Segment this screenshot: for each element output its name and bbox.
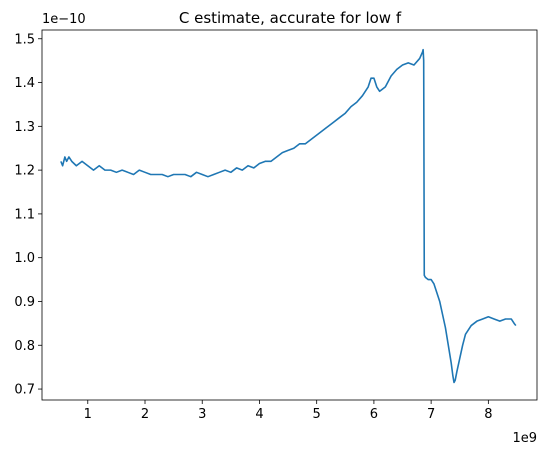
x-tick-label: 4 bbox=[255, 407, 263, 422]
y-tick-label: 0.7 bbox=[14, 383, 35, 398]
y-tick-label: 1.0 bbox=[14, 251, 35, 266]
y-tick-label: 0.8 bbox=[14, 339, 35, 354]
x-tick-label: 6 bbox=[370, 407, 378, 422]
x-tick-label: 2 bbox=[141, 407, 149, 422]
chart-title: C estimate, accurate for low f bbox=[179, 9, 402, 27]
x-axis: 1 2 3 4 5 6 7 8 bbox=[84, 400, 492, 422]
y-tick-label: 1.5 bbox=[14, 32, 35, 47]
series-line bbox=[60, 48, 517, 384]
plot-area bbox=[60, 48, 517, 384]
x-tick-label: 1 bbox=[84, 407, 92, 422]
y-axis-multiplier: 1e−10 bbox=[42, 12, 86, 27]
x-tick-label: 8 bbox=[484, 407, 492, 422]
x-tick-label: 3 bbox=[198, 407, 206, 422]
plot-frame bbox=[41, 29, 538, 401]
x-tick-label: 7 bbox=[427, 407, 435, 422]
y-tick-label: 1.4 bbox=[14, 76, 35, 91]
y-tick-label: 1.1 bbox=[14, 207, 35, 222]
y-tick-label: 1.3 bbox=[14, 120, 35, 135]
x-axis-multiplier: 1e9 bbox=[512, 431, 537, 446]
y-axis: 0.7 0.8 0.9 1.0 1.1 1.2 1.3 1.4 1.5 bbox=[14, 32, 42, 398]
x-tick-label: 5 bbox=[313, 407, 321, 422]
y-tick-label: 1.2 bbox=[14, 164, 35, 179]
y-tick-label: 0.9 bbox=[14, 295, 35, 310]
